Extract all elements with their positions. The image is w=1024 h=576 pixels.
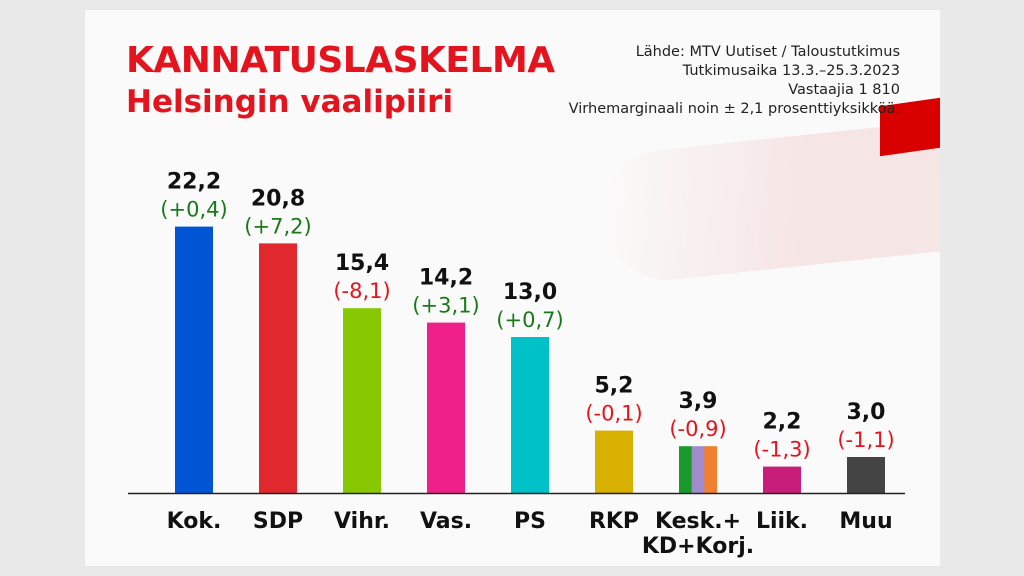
category-label: RKP (589, 509, 639, 534)
change-label: (-1,1) (837, 428, 894, 452)
change-label: (+3,1) (412, 294, 479, 318)
change-label: (+7,2) (244, 214, 311, 238)
survey-period: Tutkimusaika 13.3.–25.3.2023 (682, 63, 900, 79)
value-label: 15,4 (335, 251, 389, 276)
bar-bar (679, 446, 693, 493)
bar-segment (691, 446, 705, 493)
category-label: Vihr. (334, 509, 390, 534)
margin-of-error: Virhemarginaali noin ± 2,1 prosenttiyksi… (568, 101, 900, 117)
category-label: Vas. (420, 509, 472, 534)
value-label: 3,9 (679, 389, 718, 414)
bar-bar (175, 226, 213, 493)
bar-bar (511, 337, 549, 493)
category-label: Kok. (167, 509, 222, 534)
category-label: KD+Korj. (642, 534, 754, 559)
bar-bar (847, 457, 885, 493)
bar-bar (259, 243, 297, 493)
category-label: PS (514, 509, 546, 534)
change-label: (+0,7) (496, 308, 563, 332)
chart-subtitle: Helsingin vaalipiiri (126, 84, 454, 120)
change-label: (-1,3) (753, 438, 810, 462)
value-label: 5,2 (595, 374, 634, 399)
change-label: (-8,1) (333, 279, 390, 303)
source-info: Lähde: MTV Uutiset / Taloustutkimus Tutk… (569, 43, 900, 119)
chart-title: KANNATUSLASKELMA (126, 40, 555, 81)
source-line: Lähde: MTV Uutiset / Taloustutkimus (635, 44, 900, 60)
bar-bar (427, 322, 465, 493)
value-label: 2,2 (763, 410, 802, 435)
change-label: (+0,4) (160, 198, 227, 222)
change-label: (-0,1) (585, 402, 642, 426)
category-label: Muu (839, 509, 892, 534)
category-label: Kesk.+ (655, 509, 741, 534)
change-label: (-0,9) (669, 417, 726, 441)
bar-bar (343, 308, 381, 493)
bar-segment (704, 446, 717, 493)
respondents: Vastaajia 1 810 (788, 82, 900, 98)
value-label: 13,0 (503, 280, 557, 305)
value-label: 22,2 (167, 170, 221, 195)
value-label: 3,0 (847, 400, 886, 425)
bar-bar (763, 466, 801, 493)
bar-bar (595, 430, 633, 493)
value-label: 20,8 (251, 186, 305, 211)
category-label: Liik. (756, 509, 808, 534)
category-label: SDP (253, 509, 303, 534)
value-label: 14,2 (419, 266, 473, 291)
